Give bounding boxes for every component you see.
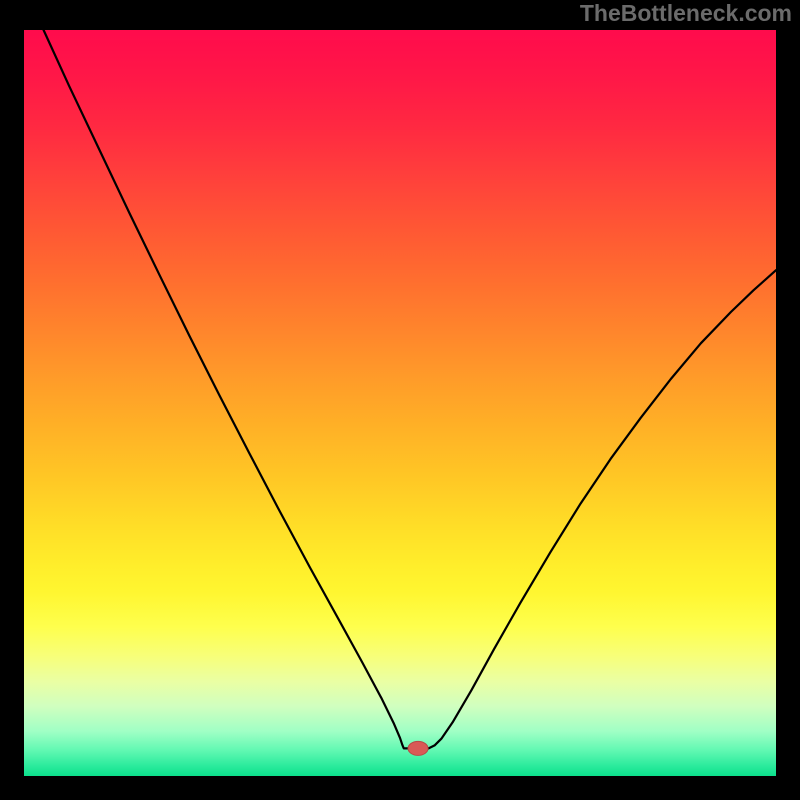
bottleneck-chart: TheBottleneck.com [0,0,800,800]
chart-svg [0,0,800,800]
curve-minimum-marker [408,741,428,755]
chart-gradient-area [24,30,776,776]
watermark-text: TheBottleneck.com [580,0,792,27]
